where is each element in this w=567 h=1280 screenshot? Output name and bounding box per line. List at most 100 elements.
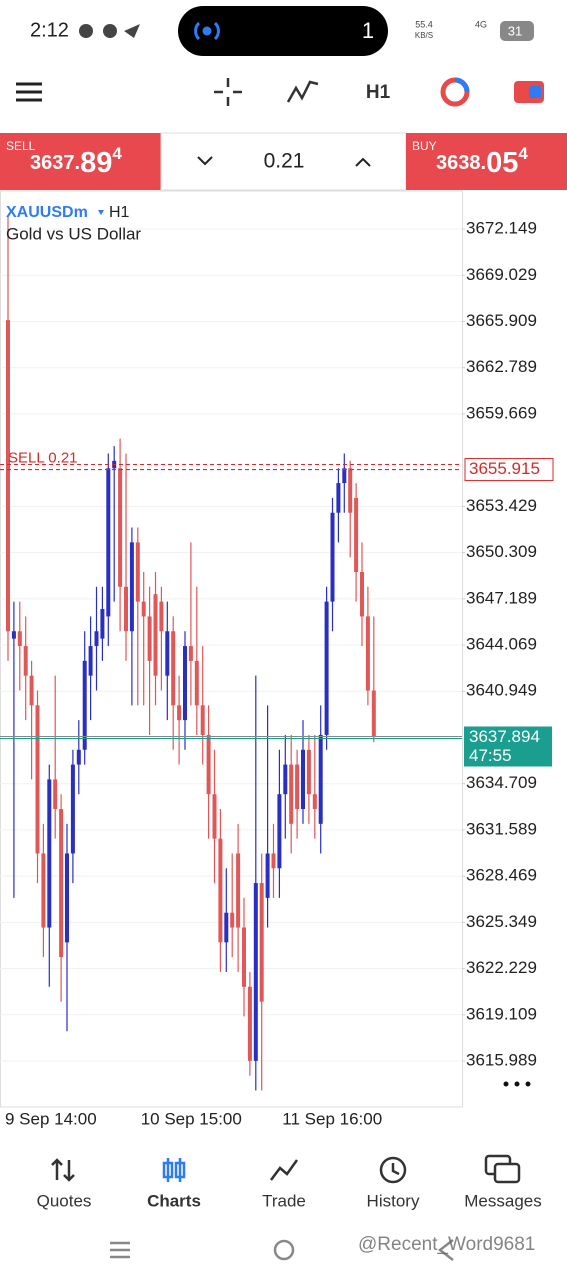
candle-body — [106, 468, 111, 617]
candle-body — [118, 468, 123, 587]
candle-body — [100, 609, 105, 639]
candle-body — [283, 764, 288, 795]
sell-price-big: 89 — [80, 147, 112, 179]
status-time: 2:12 — [30, 19, 69, 41]
candle-body — [318, 734, 323, 824]
y-tick-label: 3647.189 — [466, 588, 537, 607]
net-speed-unit: KB/S — [415, 31, 433, 40]
net-speed: 55.4 — [415, 19, 433, 29]
nav-icons — [51, 1154, 521, 1184]
sell-button[interactable] — [0, 133, 161, 190]
candle-body — [171, 631, 176, 706]
x-tick-label: 10 Sep 15:00 — [141, 1109, 242, 1128]
y-tick-label: 3625.349 — [466, 912, 537, 931]
nav-item[interactable]: Trade — [262, 1191, 306, 1210]
bid-price: 3637.894 — [469, 727, 540, 746]
candle-body — [70, 764, 75, 854]
y-tick-label: 3631.589 — [466, 819, 537, 838]
candle-body — [11, 631, 16, 639]
candle-body — [312, 794, 317, 810]
watermark: @Recent_Word9681 — [358, 1234, 535, 1255]
crosshair-button[interactable] — [214, 78, 242, 106]
y-tick-label: 3672.149 — [466, 219, 537, 238]
order-label: SELL 0.21 — [8, 450, 78, 467]
island-count: 1 — [362, 18, 374, 43]
candle-body — [141, 601, 146, 617]
candle-body — [200, 705, 205, 735]
buy-price-big: 05 — [486, 147, 518, 179]
candle-body — [212, 794, 217, 839]
candle-body — [218, 838, 223, 943]
candle-body — [188, 646, 193, 661]
one-click-button[interactable] — [514, 81, 544, 103]
candle-body — [265, 853, 270, 898]
candle-body — [354, 497, 359, 572]
menu-button[interactable] — [16, 82, 42, 102]
candle-body — [35, 705, 40, 854]
battery-level: 31 — [508, 23, 522, 38]
candle-body — [53, 779, 58, 810]
buy-price: 3638.054 — [436, 144, 528, 178]
candle-body — [65, 853, 69, 943]
candle-body — [177, 705, 182, 721]
candle-body — [206, 734, 211, 795]
buy-button[interactable] — [406, 133, 567, 190]
candle-body — [224, 912, 229, 943]
chart-timeframe: H1 — [109, 204, 130, 221]
volume-decrease[interactable] — [197, 156, 213, 166]
candle-body — [135, 542, 140, 602]
candle-body — [147, 616, 152, 661]
nav-item[interactable]: Quotes — [37, 1191, 92, 1210]
sell-price: 3637.894 — [30, 144, 122, 178]
y-tick-label: 3662.789 — [466, 357, 537, 376]
x-tick-label: 11 Sep 16:00 — [282, 1109, 382, 1128]
symbol-dropdown[interactable] — [98, 210, 104, 215]
trade-button[interactable] — [440, 77, 470, 107]
nav-item[interactable]: Charts — [147, 1191, 201, 1210]
bid-price-box — [464, 726, 552, 767]
dynamic-island — [178, 6, 388, 56]
x-tick-label: 9 Sep 14:00 — [5, 1109, 97, 1128]
candle-body — [360, 571, 364, 617]
volume-increase[interactable] — [355, 157, 371, 167]
y-tick-label: 3619.109 — [466, 1004, 537, 1023]
buy-price-sup: 4 — [518, 144, 528, 163]
candle-body — [365, 616, 370, 691]
indicators-button[interactable] — [286, 80, 319, 103]
y-tick-label: 3622.229 — [466, 958, 537, 977]
y-tick-label: 3669.029 — [466, 265, 537, 284]
candle-body — [88, 646, 93, 676]
nav-item[interactable]: History — [367, 1191, 420, 1210]
candle-body — [29, 675, 34, 706]
candle-body — [23, 646, 28, 676]
candle-body — [41, 853, 46, 928]
y-tick-label: 3634.709 — [466, 773, 537, 792]
nav-item[interactable]: Messages — [464, 1191, 541, 1210]
battery — [500, 21, 534, 41]
candle-body — [277, 794, 282, 869]
sell-price-sup: 4 — [112, 144, 122, 163]
candle-body — [129, 542, 134, 632]
y-tick-label: 3644.069 — [466, 635, 537, 654]
y-tick-label: 3665.909 — [466, 311, 537, 330]
y-tick-label: 3659.669 — [466, 403, 537, 422]
bottom-nav: Quotes Charts Trade History Messages — [37, 1191, 542, 1210]
y-tick-label: 3650.309 — [466, 542, 537, 561]
candle-body — [242, 927, 246, 987]
chart-frame — [0, 190, 463, 1108]
y-tick-label: 3628.469 — [466, 866, 537, 885]
more-button[interactable] — [503, 1081, 531, 1087]
buy-price-main: 3638. — [436, 152, 486, 174]
volume-value[interactable]: 0.21 — [264, 150, 305, 173]
candle-body — [289, 764, 294, 824]
candle-body — [247, 986, 252, 1061]
candle-body — [59, 809, 64, 958]
candle-body — [259, 883, 264, 1002]
candle-body — [76, 749, 81, 765]
candle-body — [47, 779, 52, 928]
candle-body — [371, 690, 376, 737]
candle-body — [17, 631, 22, 647]
timeframe-button[interactable]: H1 — [366, 82, 391, 103]
candle-body — [165, 631, 170, 676]
